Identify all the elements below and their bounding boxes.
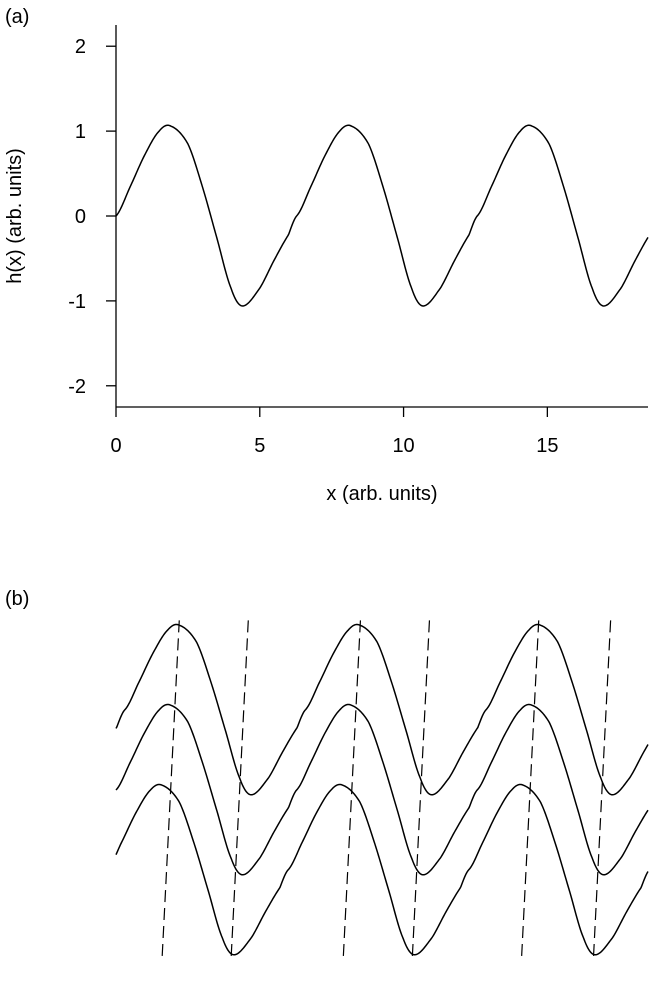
dashed-guide-6 bbox=[592, 620, 612, 960]
x-tick-label: 5 bbox=[254, 435, 265, 457]
panel-a-axes: 0 5 10 15 -2 -1 0 1 2 bbox=[68, 25, 648, 457]
y-tick-label: 0 bbox=[75, 206, 86, 228]
panel-a: (a) 0 5 10 15 -2 -1 0 1 2 x (arb. units) h(x) (a… bbox=[4, 6, 649, 505]
x-tick-label: 0 bbox=[110, 435, 121, 457]
x-axis-title: x (arb. units) bbox=[326, 483, 437, 505]
panel-a-label: (a) bbox=[5, 6, 29, 28]
dashed-guide-1 bbox=[161, 620, 180, 960]
x-tick-label: 15 bbox=[536, 435, 558, 457]
series-line-h bbox=[115, 124, 649, 307]
dashed-guide-4 bbox=[230, 620, 249, 960]
dashed-guide-5 bbox=[411, 620, 431, 960]
y-tick-label: 2 bbox=[75, 36, 86, 58]
profile-curve-2 bbox=[115, 703, 649, 876]
y-tick-label: -2 bbox=[68, 376, 86, 398]
panel-b-guides bbox=[161, 620, 612, 960]
panel-b-curves bbox=[115, 623, 649, 956]
y-tick-label: 1 bbox=[75, 121, 86, 143]
profile-curve-1 bbox=[115, 623, 649, 796]
y-axis-title: h(x) (arb. units) bbox=[4, 148, 26, 284]
dashed-guide-3 bbox=[520, 620, 540, 960]
y-tick-label: -1 bbox=[68, 291, 86, 313]
profile-curve-3 bbox=[115, 783, 649, 956]
dashed-guide-2 bbox=[342, 620, 362, 960]
panel-b-label: (b) bbox=[5, 588, 29, 610]
panel-b: (b) bbox=[5, 588, 649, 960]
x-tick-label: 10 bbox=[392, 435, 414, 457]
